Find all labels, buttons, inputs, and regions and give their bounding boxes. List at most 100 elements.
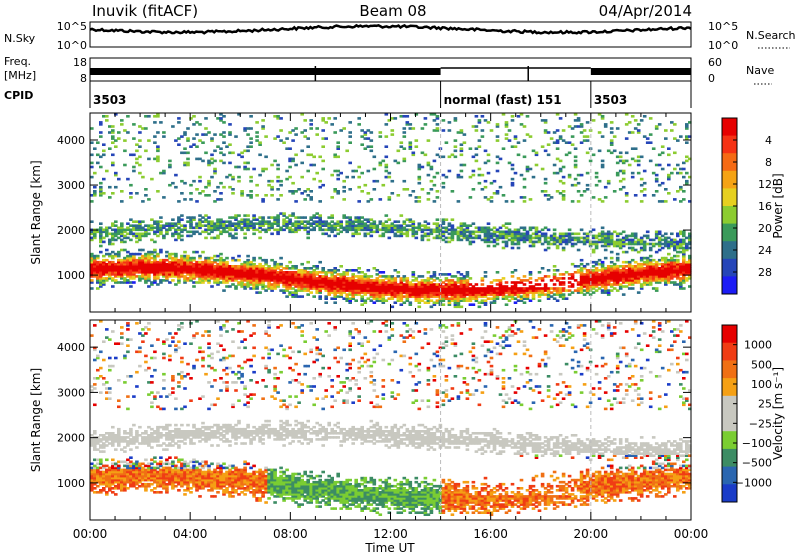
heatmap-cell	[657, 236, 662, 240]
heatmap-cell	[114, 480, 118, 484]
heatmap-cell	[664, 242, 668, 246]
heatmap-cell	[354, 287, 358, 290]
heatmap-cell	[468, 295, 473, 298]
heatmap-cell	[216, 226, 220, 230]
heatmap-cell	[192, 277, 196, 280]
heatmap-cell	[108, 240, 112, 244]
heatmap-cell	[192, 269, 196, 272]
heatmap-cell	[579, 279, 584, 282]
heatmap-cell	[615, 242, 620, 246]
heatmap-cell	[351, 222, 355, 225]
heatmap-cell	[381, 295, 386, 298]
heatmap-cell	[93, 260, 97, 264]
heatmap-cell	[312, 216, 316, 219]
heatmap-cell	[682, 175, 686, 179]
heatmap-cell	[567, 228, 572, 232]
heatmap-cell	[132, 442, 136, 445]
heatmap-cell	[664, 271, 668, 274]
heatmap-cell	[396, 297, 401, 300]
heatmap-cell	[90, 273, 94, 276]
heatmap-cell	[309, 127, 313, 130]
heatmap-cell	[225, 277, 229, 280]
heatmap-cell	[468, 291, 473, 294]
heatmap-cell	[573, 165, 578, 169]
heatmap-cell	[411, 279, 416, 282]
heatmap-cell	[645, 265, 650, 268]
colorbar-swatch	[722, 258, 737, 277]
heatmap-cell	[360, 291, 364, 294]
heatmap-cell	[564, 234, 569, 238]
heatmap-cell	[258, 141, 262, 144]
heatmap-cell	[480, 301, 485, 304]
heatmap-cell	[99, 491, 103, 494]
heatmap-cell	[360, 271, 364, 274]
heatmap-cell	[603, 279, 608, 282]
heatmap-cell	[432, 113, 437, 116]
heatmap-cell	[555, 236, 560, 240]
heatmap-cell	[306, 232, 310, 236]
heatmap-cell	[90, 466, 94, 470]
heatmap-cell	[120, 234, 124, 238]
heatmap-cell	[615, 234, 620, 238]
heatmap-cell	[102, 228, 106, 232]
heatmap-cell	[228, 265, 232, 268]
heatmap-cell	[444, 236, 449, 240]
heatmap-cell	[453, 145, 458, 148]
heatmap-cell	[558, 234, 563, 238]
heatmap-cell	[624, 242, 629, 246]
heatmap-cell	[282, 273, 286, 276]
heatmap-cell	[408, 289, 413, 292]
heatmap-cell	[603, 242, 608, 246]
heatmap-cell	[429, 295, 434, 298]
heatmap-cell	[153, 250, 157, 254]
heatmap-cell	[387, 293, 392, 296]
heatmap-cell	[282, 267, 286, 270]
heatmap-cell	[288, 228, 292, 232]
heatmap-cell	[387, 236, 392, 240]
heatmap-cell	[282, 218, 286, 221]
heatmap-cell	[555, 157, 560, 161]
heatmap-cell	[369, 218, 374, 221]
heatmap-cell	[189, 224, 193, 227]
heatmap-cell	[228, 220, 232, 223]
heatmap-cell	[522, 293, 527, 296]
heatmap-cell	[495, 135, 500, 138]
heatmap-cell	[186, 258, 190, 262]
heatmap-cell	[501, 293, 506, 296]
heatmap-cell	[483, 232, 488, 236]
heatmap-cell	[429, 113, 434, 116]
heatmap-cell	[633, 240, 638, 244]
heatmap-cell	[141, 254, 145, 258]
heatmap-cell	[381, 281, 386, 284]
heatmap-cell	[591, 153, 596, 157]
heatmap-cell	[240, 222, 244, 225]
heatmap-cell	[279, 273, 283, 276]
heatmap-cell	[561, 190, 566, 193]
heatmap-cell	[387, 287, 392, 290]
heatmap-cell	[621, 273, 626, 276]
heatmap-cell	[114, 281, 118, 284]
heatmap-cell	[456, 175, 461, 179]
heatmap-cell	[246, 161, 250, 165]
heatmap-cell	[315, 127, 319, 130]
heatmap-cell	[138, 155, 142, 159]
heatmap-cell	[330, 224, 334, 227]
heatmap-cell	[294, 226, 298, 230]
heatmap-cell	[258, 216, 262, 219]
heatmap-cell	[285, 177, 289, 181]
heatmap-cell	[126, 236, 130, 240]
heatmap-cell	[471, 297, 476, 300]
heatmap-cell	[183, 279, 187, 282]
heatmap-cell	[360, 220, 364, 223]
heatmap-cell	[495, 293, 500, 296]
heatmap-cell	[225, 262, 229, 266]
heatmap-cell	[660, 238, 665, 242]
heatmap-cell	[345, 283, 349, 286]
heatmap-cell	[543, 190, 548, 193]
heatmap-cell	[495, 297, 500, 300]
heatmap-cell	[168, 165, 172, 169]
heatmap-cell	[576, 119, 581, 122]
heatmap-cell	[495, 279, 500, 282]
heatmap-cell	[234, 267, 238, 270]
heatmap-cell	[670, 242, 674, 246]
